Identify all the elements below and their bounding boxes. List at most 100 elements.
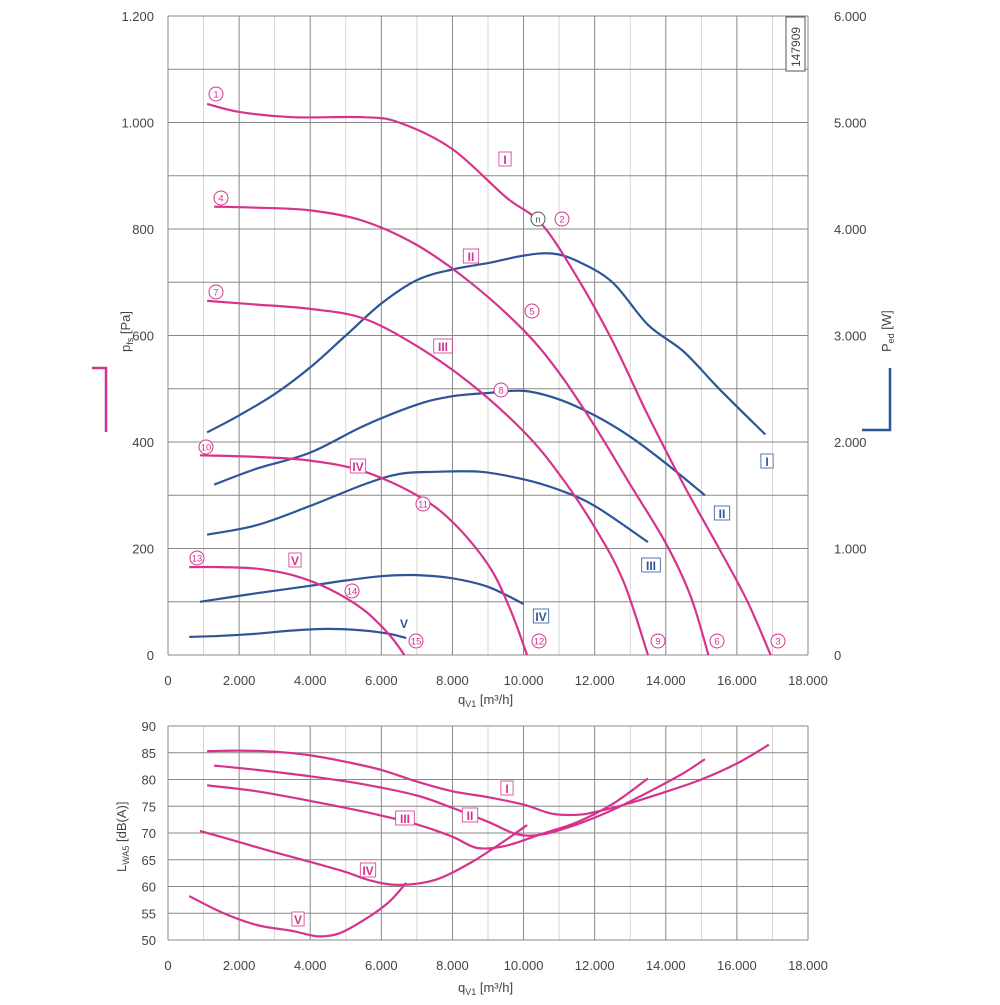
top-y2-tick-label: 4.000 <box>834 222 867 237</box>
operating-point-1: 1 <box>208 86 224 102</box>
top-y-tick-label: 600 <box>132 329 154 344</box>
svg-text:III: III <box>646 559 656 573</box>
pressure-curves <box>189 102 772 656</box>
bottom-y-tick-label: 70 <box>142 826 156 841</box>
operating-point-9: 9 <box>650 633 666 649</box>
top-y2-tick-label: 5.000 <box>834 116 867 131</box>
svg-text:n: n <box>535 215 540 226</box>
power-label-iii: III <box>641 557 661 573</box>
operating-point-4: 4 <box>213 190 229 206</box>
bottom-x-tick-label: 4.000 <box>294 958 327 973</box>
operating-point-5: 5 <box>524 303 540 319</box>
bottom-x-tick-label: 6.000 <box>365 958 398 973</box>
pressure-curve-iii <box>207 299 650 656</box>
noise-curve-v <box>188 882 408 938</box>
bottom-x-tick-label: 12.000 <box>575 958 615 973</box>
power-label-i: I <box>760 453 774 469</box>
svg-text:I: I <box>765 455 768 469</box>
pressure-label-iii: III <box>433 338 453 354</box>
bottom-y-tick-label: 90 <box>142 719 156 734</box>
pressure-curve-ii <box>214 205 710 656</box>
noise-label-iii: III <box>395 810 415 826</box>
bottom-y-tick-label: 65 <box>142 853 156 868</box>
operating-point-15: 15 <box>408 633 424 649</box>
bottom-x-tick-label: 16.000 <box>717 958 757 973</box>
svg-text:IV: IV <box>362 864 373 878</box>
operating-point-14: 14 <box>344 583 360 599</box>
top-y-tick-label: 0 <box>147 648 154 663</box>
stamp-box: 147909 <box>785 16 806 72</box>
bottom-x-tick-label: 2.000 <box>223 958 256 973</box>
power-curve-ii <box>213 389 706 497</box>
svg-text:1: 1 <box>213 90 218 101</box>
top-y2-tick-label: 6.000 <box>834 9 867 24</box>
top-y-tick-label: 1.000 <box>121 116 154 131</box>
noise-curves <box>188 743 770 938</box>
svg-text:11: 11 <box>418 500 428 511</box>
power-label-iv: IV <box>532 608 550 624</box>
operating-point-8: 8 <box>493 382 509 398</box>
power-label-v: V <box>400 617 408 631</box>
bottom-chart-grid <box>167 725 809 941</box>
svg-text:V: V <box>294 913 302 927</box>
top-x-tick-label: 6.000 <box>365 673 398 688</box>
power-curve-i <box>206 252 767 436</box>
bottom-x-tick-label: 14.000 <box>646 958 686 973</box>
svg-text:5: 5 <box>529 307 534 318</box>
operating-point-n: n <box>530 211 546 227</box>
top-y2-axis-label: Ped [W] <box>879 310 896 352</box>
noise-label-i: I <box>500 780 514 796</box>
noise-label-v: V <box>291 911 305 927</box>
operating-point-12: 12 <box>531 633 547 649</box>
pressure-label-v: V <box>288 552 302 568</box>
noise-curve-ii <box>214 758 706 837</box>
top-chart-ticks: 0 2.000 4.000 6.000 8.000 10.000 12.000 14.000 1… <box>121 9 866 688</box>
svg-text:12: 12 <box>534 637 545 648</box>
svg-text:14: 14 <box>347 587 358 598</box>
svg-text:9: 9 <box>655 637 660 648</box>
bottom-y-tick-label: 85 <box>142 746 156 761</box>
power-label-ii: II <box>713 505 731 521</box>
bottom-chart-ticks: 0 2.000 4.000 6.000 8.000 10.000 12.000 14.000 1… <box>142 719 828 973</box>
top-y-tick-label: 400 <box>132 435 154 450</box>
top-y-axis-label: pfs [Pa] <box>118 311 135 352</box>
top-x-tick-label: 10.000 <box>504 673 544 688</box>
bottom-y-tick-label: 80 <box>142 773 156 788</box>
top-x-tick-label: 2.000 <box>223 673 256 688</box>
bottom-x-tick-label: 18.000 <box>788 958 828 973</box>
svg-text:7: 7 <box>213 288 218 299</box>
svg-text:15: 15 <box>411 637 422 648</box>
bottom-y-axis-label: LWA5 [dB(A)] <box>114 802 131 872</box>
top-x-tick-label: 18.000 <box>788 673 828 688</box>
top-x-tick-label: 0 <box>164 673 171 688</box>
pressure-label-ii: II <box>462 248 480 264</box>
svg-text:IV: IV <box>535 610 546 624</box>
pressure-label-iv: IV <box>349 458 367 474</box>
operating-point-6: 6 <box>709 633 725 649</box>
operating-point-13: 13 <box>189 550 205 566</box>
svg-text:III: III <box>438 340 448 354</box>
top-y2-tick-label: 2.000 <box>834 435 867 450</box>
svg-text:IV: IV <box>352 460 363 474</box>
svg-text:II: II <box>467 809 474 823</box>
svg-text:3: 3 <box>775 637 780 648</box>
stamp-number: 147909 <box>789 27 803 67</box>
svg-text:4: 4 <box>218 194 223 205</box>
pressure-legend-marker <box>92 366 108 432</box>
svg-text:8: 8 <box>498 386 503 397</box>
top-x-tick-label: 8.000 <box>436 673 469 688</box>
svg-text:13: 13 <box>192 554 203 565</box>
noise-label-ii: II <box>461 807 479 823</box>
pressure-curve-v <box>189 565 406 656</box>
top-y-tick-label: 800 <box>132 222 154 237</box>
operating-point-2: 2 <box>554 211 570 227</box>
svg-text:10: 10 <box>201 443 212 454</box>
pressure-curve-i <box>206 102 772 656</box>
power-curve-iv <box>199 573 525 605</box>
svg-text:V: V <box>400 617 408 631</box>
bottom-x-tick-label: 0 <box>164 958 171 973</box>
noise-curve-iii <box>206 777 649 850</box>
